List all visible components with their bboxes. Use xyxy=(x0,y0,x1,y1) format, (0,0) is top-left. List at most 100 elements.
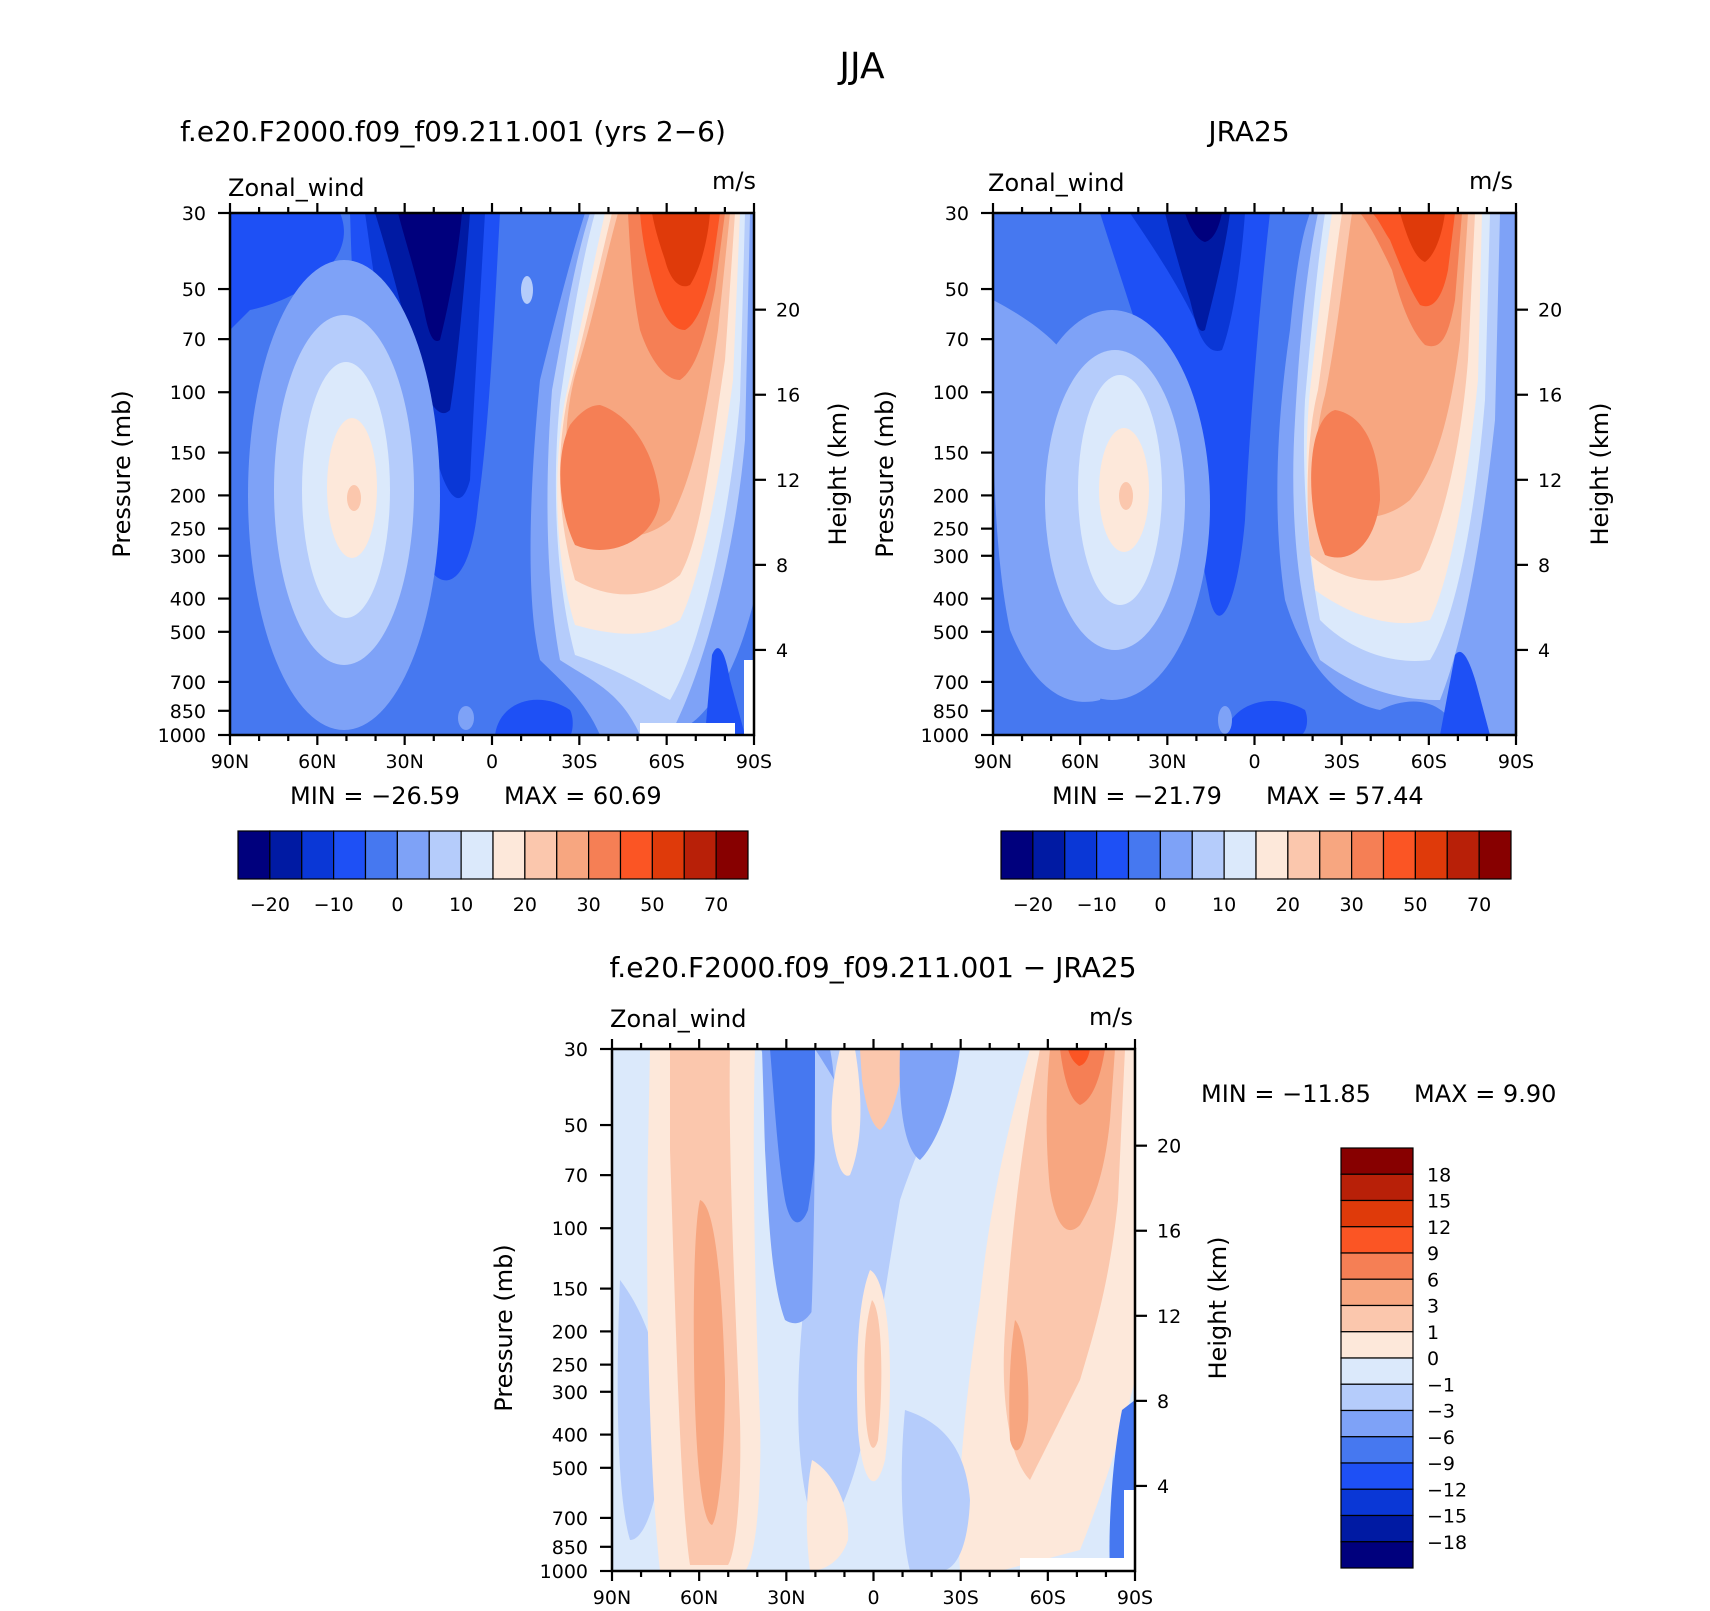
x-tick-label: 90S xyxy=(736,751,772,773)
colorbar-swatch xyxy=(1287,830,1321,880)
colorbar-label: 20 xyxy=(513,894,537,916)
colorbar-label: 12 xyxy=(1427,1217,1451,1239)
y-tick-label: 850 xyxy=(933,701,969,723)
x-tick-label: 0 xyxy=(867,1587,879,1609)
panel-title: f.e20.F2000.f09_f09.211.001 − JRA25 xyxy=(609,951,1136,984)
blob-center-minus9 xyxy=(770,1049,818,1223)
blob-south-40-core xyxy=(1311,410,1380,558)
panel-title: JRA25 xyxy=(1206,115,1289,148)
y-tick-label: 400 xyxy=(170,589,206,611)
colorbar-label: 50 xyxy=(640,894,664,916)
y-axis-right-label: Height (km) xyxy=(1586,403,1614,546)
colorbar-swatch xyxy=(269,830,303,880)
y-tick-label: 500 xyxy=(170,622,206,644)
contour-field xyxy=(612,1049,1135,1571)
x-tick-label: 0 xyxy=(486,751,498,773)
y-tick-label: 500 xyxy=(552,1458,588,1480)
x-tick-label: 60S xyxy=(1411,751,1447,773)
colorbar-swatch xyxy=(556,830,590,880)
blob-surface-minus10 xyxy=(1225,700,1308,735)
colorbar-label: −15 xyxy=(1427,1506,1467,1528)
missing-data-mask-2 xyxy=(744,660,754,735)
y-tick-label: 200 xyxy=(552,1321,588,1343)
blob-south-60 xyxy=(652,213,710,287)
min-stat: MIN = −26.59 xyxy=(290,782,460,810)
y-tick-label: 700 xyxy=(933,672,969,694)
y-tick-label: 850 xyxy=(170,701,206,723)
y-tick-label: 30 xyxy=(564,1039,588,1061)
colorbar-swatch xyxy=(1340,1514,1414,1543)
y-right-tick-label: 16 xyxy=(776,385,800,407)
colorbar-label: −3 xyxy=(1427,1401,1455,1423)
units-label: m/s xyxy=(1089,1003,1133,1031)
min-stat: MIN = −21.79 xyxy=(1052,782,1222,810)
colorbar-swatch xyxy=(1340,1252,1414,1280)
blob-small-5 xyxy=(521,276,533,304)
colorbar-label: 70 xyxy=(1467,894,1491,916)
contour-field xyxy=(230,213,754,735)
y-right-tick-label: 20 xyxy=(1157,1136,1181,1158)
blob-minus20 xyxy=(1165,213,1230,331)
y-tick-label: 30 xyxy=(945,203,969,225)
colorbar: 18 15 12 9 6 3 1 0 −1 −3 −6 −9 −12 −15 −18 xyxy=(1340,1147,1467,1569)
blob-surface-south xyxy=(705,648,745,735)
y-tick-label: 150 xyxy=(933,443,969,465)
min-stat: MIN = −11.85 xyxy=(1201,1080,1371,1108)
panel-model: f.e20.F2000.f09_f09.211.001 (yrs 2−6) Zo… xyxy=(108,115,852,916)
units-label: m/s xyxy=(1469,167,1513,195)
y-tick-label: 100 xyxy=(933,382,969,404)
blob-low-left-pos xyxy=(806,1460,849,1571)
axes: 90N 60N 30N 0 30S 60S 90S 30 50 70 100 150 200 250 300… xyxy=(540,1039,1181,1609)
colorbar-swatch xyxy=(1340,1173,1414,1202)
colorbar-swatch xyxy=(1319,830,1353,880)
colorbar-swatch xyxy=(1159,830,1193,880)
y-tick-label: 300 xyxy=(170,546,206,568)
colorbar-swatch xyxy=(1478,830,1512,880)
y-tick-label: 50 xyxy=(182,279,206,301)
y-tick-label: 200 xyxy=(170,485,206,507)
colorbar-label: 0 xyxy=(1427,1348,1439,1370)
x-tick-label: 0 xyxy=(1248,751,1260,773)
colorbar-swatch xyxy=(1340,1147,1414,1175)
blob-jet-north-25 xyxy=(1119,482,1133,510)
y-right-tick-label: 12 xyxy=(1538,470,1562,492)
colorbar-swatch xyxy=(428,830,462,880)
colorbar-swatch xyxy=(1340,1541,1414,1569)
y-right-tick-label: 20 xyxy=(776,300,800,322)
colorbar-swatch xyxy=(683,830,717,880)
colorbar-swatch xyxy=(1223,830,1257,880)
x-tick-label: 60N xyxy=(680,1587,718,1609)
colorbar-swatch xyxy=(1340,1199,1414,1228)
missing-data-mask-2 xyxy=(1124,1490,1135,1571)
colorbar-swatch xyxy=(1032,830,1066,880)
colorbar-swatch xyxy=(619,830,653,880)
colorbar-label: 1 xyxy=(1427,1322,1439,1344)
colorbar-swatch xyxy=(301,830,335,880)
colorbar-label: −20 xyxy=(1013,894,1053,916)
y-tick-label: 300 xyxy=(552,1382,588,1404)
colorbar-swatch xyxy=(1191,830,1225,880)
colorbar-swatch xyxy=(1340,1357,1414,1385)
blob-upper-center-pos2 xyxy=(860,1049,905,1130)
blob-upper-center-pos xyxy=(831,1049,861,1176)
colorbar-swatch xyxy=(364,830,398,880)
colorbar-label: −10 xyxy=(314,894,354,916)
x-tick-label: 30N xyxy=(767,1587,805,1609)
y-right-tick-label: 8 xyxy=(776,555,788,577)
colorbar-label: 0 xyxy=(391,894,403,916)
x-tick-label: 30S xyxy=(943,1587,979,1609)
figure-title: JJA xyxy=(837,46,885,87)
max-stat: MAX = 57.44 xyxy=(1266,782,1424,810)
blob-south-60 xyxy=(1400,213,1445,262)
colorbar-swatch xyxy=(1340,1383,1414,1412)
x-tick-label: 90N xyxy=(974,751,1012,773)
colorbar-swatch xyxy=(1340,1436,1414,1464)
blob-jet-north-25 xyxy=(347,485,361,511)
y-tick-label: 100 xyxy=(170,382,206,404)
x-tick-label: 30N xyxy=(385,751,423,773)
blob-north-positive-3 xyxy=(693,1200,725,1525)
colorbar-swatch xyxy=(237,830,271,880)
x-tick-label: 60S xyxy=(1030,1587,1066,1609)
colorbar-swatch xyxy=(1382,830,1416,880)
colorbar-swatch xyxy=(1340,1331,1414,1359)
